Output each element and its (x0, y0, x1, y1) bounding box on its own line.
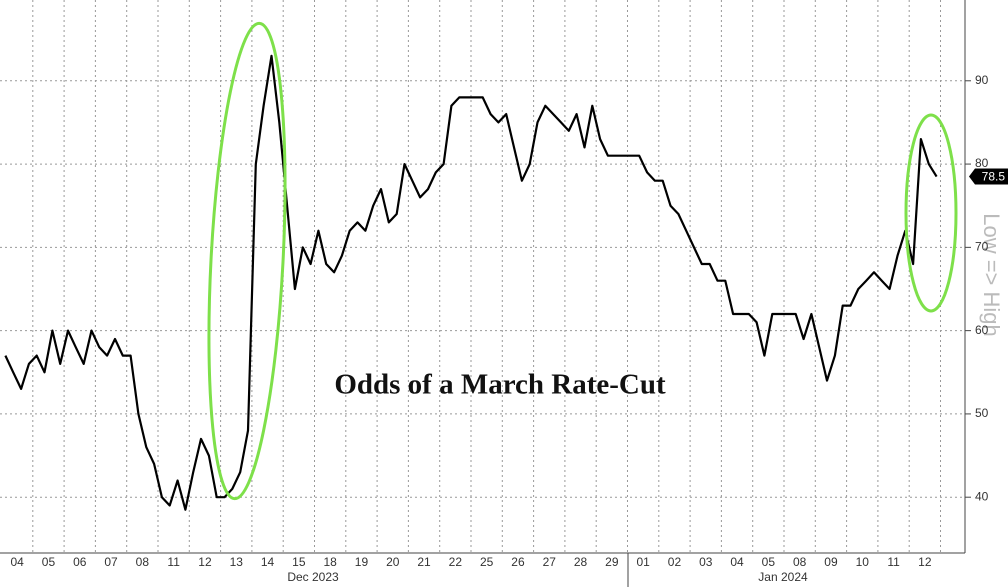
y-tick-label: 80 (975, 156, 989, 170)
x-tick-label: 19 (355, 555, 369, 569)
highlight-ellipse (904, 113, 958, 313)
x-tick-label: 22 (449, 555, 463, 569)
x-tick-label: 08 (793, 555, 807, 569)
x-tick-label: 04 (10, 555, 24, 569)
x-tick-label: 28 (574, 555, 588, 569)
x-tick-label: 12 (198, 555, 212, 569)
y-tick-label: 90 (975, 73, 989, 87)
x-tick-label: 21 (417, 555, 431, 569)
x-tick-label: 09 (824, 555, 838, 569)
line (4, 54, 938, 511)
x-tick-label: 04 (730, 555, 744, 569)
x-tick-label: 03 (699, 555, 713, 569)
month-label: Dec 2023 (287, 570, 339, 584)
series (4, 54, 938, 511)
y-axis-label: Low => High (979, 213, 1004, 337)
x-tick-label: 13 (230, 555, 244, 569)
x-tick-label: 11 (887, 555, 900, 569)
x-tick-label: 01 (636, 555, 650, 569)
x-tick-label: 27 (543, 555, 557, 569)
last-value-label: 78.5 (982, 170, 1006, 184)
x-tick-label: 14 (261, 555, 275, 569)
x-tick-label: 29 (605, 555, 619, 569)
grid (0, 0, 965, 553)
x-tick-label: 08 (136, 555, 150, 569)
x-tick-label: 05 (762, 555, 776, 569)
highlight-ellipse (207, 21, 287, 501)
x-tick-label: 11 (167, 555, 180, 569)
chart-title: Odds of a March Rate-Cut (334, 369, 666, 401)
x-tick-label: 25 (480, 555, 494, 569)
month-label: Jan 2024 (758, 570, 808, 584)
x-tick-label: 20 (386, 555, 400, 569)
y-tick-label: 40 (975, 489, 989, 503)
last-value-tag (969, 168, 1008, 185)
y-tick-label: 70 (975, 240, 989, 254)
x-tick-label: 05 (42, 555, 56, 569)
x-tick-label: 18 (323, 555, 337, 569)
x-tick-label: 15 (292, 555, 306, 569)
x-tick-label: 10 (856, 555, 870, 569)
x-tick-label: 07 (104, 555, 118, 569)
x-tick-label: 26 (511, 555, 525, 569)
y-tick-label: 60 (975, 323, 989, 337)
y-tick-label: 50 (975, 406, 989, 420)
x-tick-label: 02 (668, 555, 682, 569)
x-tick-label: 12 (918, 555, 932, 569)
x-tick-label: 06 (73, 555, 87, 569)
